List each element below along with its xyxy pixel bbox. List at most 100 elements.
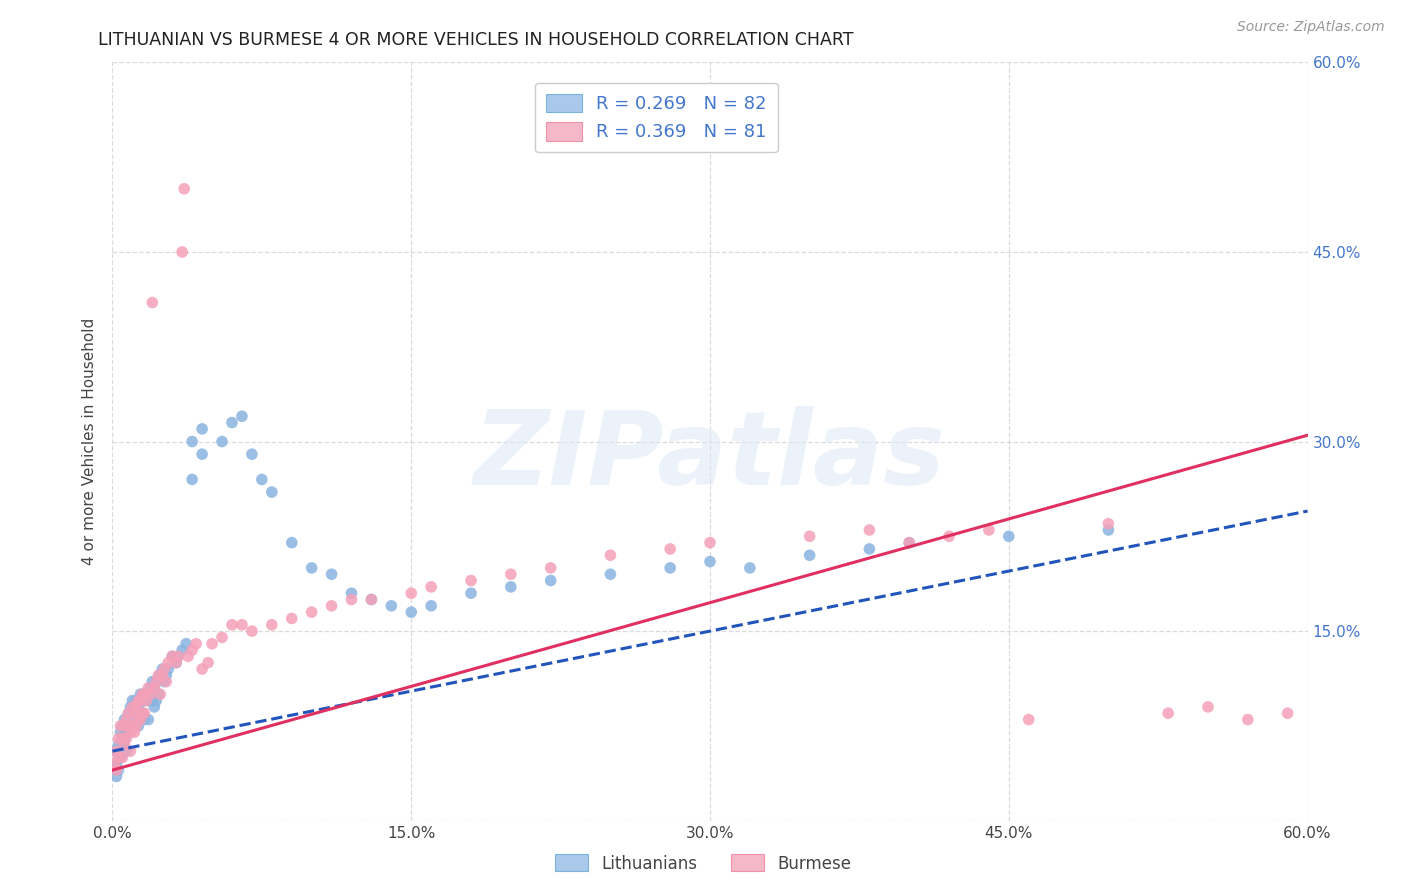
Point (340, 586, 363, 600)
Text: LITHUANIAN VS BURMESE 4 OR MORE VEHICLES IN HOUSEHOLD CORRELATION CHART: LITHUANIAN VS BURMESE 4 OR MORE VEHICLES… (98, 31, 853, 49)
Point (117, 706, 139, 721)
Point (898, 535, 921, 549)
Point (145, 674, 167, 689)
Point (157, 662, 180, 676)
Point (221, 617, 243, 632)
Point (155, 668, 177, 682)
Point (211, 434, 233, 449)
Point (110, 725, 132, 739)
Y-axis label: 4 or more Vehicles in Household: 4 or more Vehicles in Household (82, 318, 97, 566)
Point (149, 687, 172, 701)
Point (260, 617, 283, 632)
Point (153, 674, 176, 689)
Point (141, 295, 163, 310)
Point (460, 586, 482, 600)
Point (127, 719, 149, 733)
Point (135, 693, 157, 707)
Point (181, 643, 204, 657)
Point (121, 713, 143, 727)
Point (799, 548, 821, 563)
Point (167, 649, 190, 664)
Point (134, 687, 156, 701)
Point (858, 523, 880, 537)
Point (165, 656, 187, 670)
Point (401, 586, 423, 600)
Point (138, 693, 160, 707)
Point (938, 529, 960, 543)
Point (134, 713, 156, 727)
Point (162, 649, 183, 664)
Point (107, 731, 129, 746)
Point (114, 713, 135, 727)
Point (172, 244, 194, 259)
Point (1018, 713, 1040, 727)
Point (360, 592, 382, 607)
Point (143, 699, 166, 714)
Point (129, 693, 152, 707)
Point (221, 416, 243, 430)
Point (321, 599, 343, 613)
Point (111, 738, 134, 752)
Point (143, 681, 166, 695)
Point (125, 713, 148, 727)
Point (121, 719, 143, 733)
Point (145, 674, 167, 689)
Point (201, 637, 224, 651)
Point (155, 674, 177, 689)
Point (162, 649, 183, 664)
Point (143, 681, 166, 695)
Point (103, 756, 125, 771)
Point (1157, 706, 1180, 721)
Point (1237, 713, 1260, 727)
Point (186, 637, 208, 651)
Point (125, 693, 148, 707)
Point (150, 662, 173, 676)
Point (738, 561, 761, 575)
Point (103, 744, 125, 758)
Point (121, 693, 143, 707)
Point (129, 706, 152, 721)
Point (153, 662, 176, 676)
Point (127, 699, 149, 714)
Point (380, 599, 402, 613)
Point (1197, 699, 1219, 714)
Point (139, 681, 162, 695)
Point (107, 750, 129, 764)
Text: Source: ZipAtlas.com: Source: ZipAtlas.com (1237, 20, 1385, 34)
Point (858, 541, 880, 556)
Point (125, 719, 148, 733)
Point (114, 731, 135, 746)
Point (191, 662, 214, 676)
Point (105, 756, 128, 771)
Point (129, 713, 152, 727)
Point (121, 699, 143, 714)
Point (141, 693, 163, 707)
Point (231, 617, 253, 632)
Point (124, 725, 146, 739)
Point (107, 763, 129, 777)
Point (131, 706, 153, 721)
Point (240, 624, 263, 639)
Point (211, 631, 233, 645)
Point (197, 656, 219, 670)
Point (165, 656, 187, 670)
Point (111, 731, 134, 746)
Point (117, 725, 139, 739)
Point (145, 693, 167, 707)
Point (172, 643, 194, 657)
Point (150, 668, 173, 682)
Point (115, 744, 138, 758)
Point (301, 561, 323, 575)
Point (181, 434, 204, 449)
Point (799, 529, 821, 543)
Point (1097, 516, 1119, 531)
Point (138, 713, 160, 727)
Point (340, 592, 363, 607)
Point (977, 523, 1000, 537)
Point (401, 605, 423, 619)
Point (127, 693, 149, 707)
Point (360, 592, 382, 607)
Point (659, 561, 682, 575)
Point (120, 725, 142, 739)
Point (115, 731, 138, 746)
